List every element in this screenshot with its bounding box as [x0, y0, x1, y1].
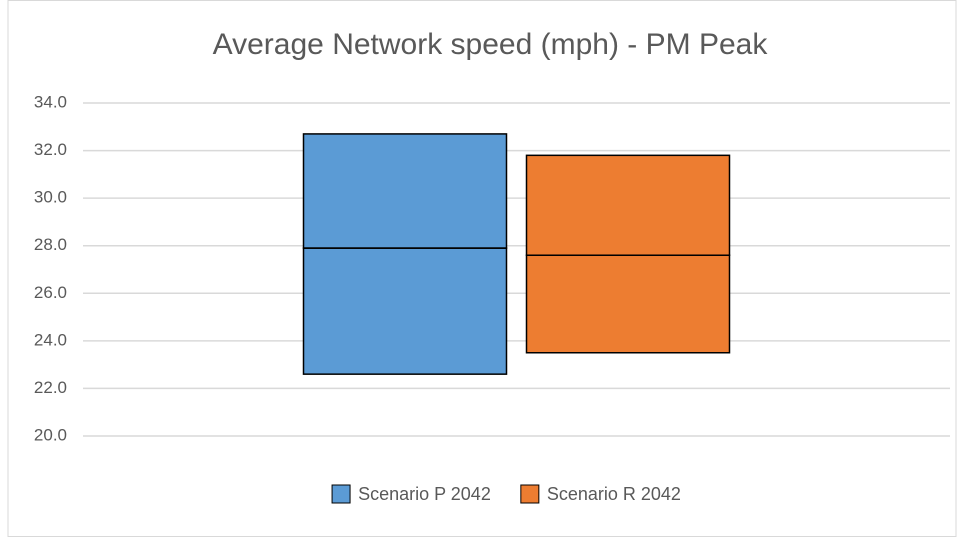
box-lower [525, 254, 731, 354]
y-tick-label: 30.0 [34, 188, 67, 207]
y-tick-label: 32.0 [34, 140, 67, 159]
chart-title: Average Network speed (mph) - PM Peak [213, 28, 769, 61]
y-tick-label: 20.0 [34, 425, 67, 444]
y-tick-label: 24.0 [34, 330, 67, 349]
legend-swatch [520, 484, 540, 504]
legend-swatch [331, 484, 351, 504]
box-upper [525, 154, 731, 256]
legend-label: Scenario R 2042 [547, 484, 681, 504]
y-tick-label: 22.0 [34, 378, 67, 397]
y-tick-label: 26.0 [34, 283, 67, 302]
y-tick-label: 34.0 [34, 92, 67, 111]
y-tick-label: 28.0 [34, 235, 67, 254]
box-lower [302, 247, 508, 375]
box-upper [302, 133, 508, 249]
legend-label: Scenario P 2042 [358, 484, 491, 504]
